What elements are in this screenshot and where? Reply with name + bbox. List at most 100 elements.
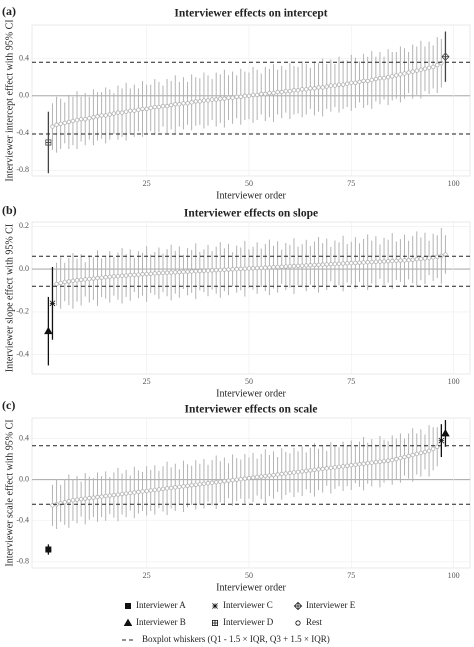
legend-label: Boxplot whiskers (Q1 - 1.5 × IQR, Q3 + 1… [142,634,330,644]
point [205,481,211,486]
point [344,463,350,468]
point [128,272,133,278]
legend-label: Interviewer C [223,600,273,610]
point [316,85,321,90]
point [70,278,76,284]
point [406,453,411,459]
y-tick-label: -0.2 [16,307,29,316]
plot-area [31,221,471,375]
point [271,472,276,478]
point [283,471,288,476]
point [83,116,88,122]
y-tick-label: -0.8 [16,165,29,174]
point [156,487,162,492]
point [238,476,243,482]
point [267,90,272,96]
point [316,467,321,472]
legend-marker [212,620,218,626]
point [230,95,235,100]
point [357,260,362,265]
y-tick-label: -0.4 [16,516,29,525]
x-tick-label: 25 [143,179,151,188]
point [246,475,252,481]
point [45,546,52,553]
point [443,252,448,257]
point [381,75,387,81]
point [320,85,325,90]
point [336,261,342,266]
point [168,102,174,108]
point [242,476,248,481]
point [66,119,72,125]
x-tick-label: 75 [347,179,355,188]
point [168,485,174,491]
point [332,465,338,470]
point [385,258,391,264]
point [365,78,370,84]
point [173,270,178,275]
point [377,459,383,464]
y-tick-label: 0.4 [19,53,29,62]
point [271,264,276,270]
point [234,266,239,272]
y-tick-label: 0.4 [19,433,29,442]
x-tick-label: 75 [347,571,355,580]
point [394,258,399,263]
point [173,485,178,490]
y-tick-label: 0.0 [19,91,29,100]
point [398,72,403,77]
point [209,97,215,102]
point [222,267,227,272]
point [390,457,395,463]
point [54,281,59,287]
point [430,446,436,452]
point [107,493,112,498]
point [308,468,313,473]
x-tick-label: 75 [347,377,355,386]
point [275,472,280,477]
point [308,86,313,91]
point [226,478,231,483]
point [140,106,145,112]
x-tick-label: 100 [448,179,460,188]
point [119,110,125,115]
point [373,459,379,465]
point [66,279,72,284]
point [328,83,334,88]
point [385,75,391,80]
point [156,104,162,110]
point [349,80,354,85]
point [111,274,117,279]
point [291,470,297,475]
point [91,495,96,500]
y-tick-label: -0.8 [16,557,29,566]
point [189,269,194,274]
point [205,98,211,103]
point [426,448,432,454]
point [83,277,88,282]
point [430,64,436,70]
point [418,67,424,72]
point [164,486,170,491]
point [103,113,108,118]
plot-area [31,24,471,177]
point [95,114,100,119]
point [365,461,370,466]
point [95,494,100,500]
point [263,265,268,270]
point [328,465,334,471]
point [238,94,243,99]
point [185,101,190,106]
point [62,120,67,126]
x-axis-label: Interviewer order [216,190,286,201]
point [369,259,374,265]
point [324,84,329,89]
point [402,258,407,263]
point [279,264,284,269]
legend-marker [125,603,131,609]
point [340,464,346,469]
point [205,268,211,273]
chart-title: Interviewer effects on intercept [174,8,327,20]
point [254,265,260,271]
point [144,271,149,277]
